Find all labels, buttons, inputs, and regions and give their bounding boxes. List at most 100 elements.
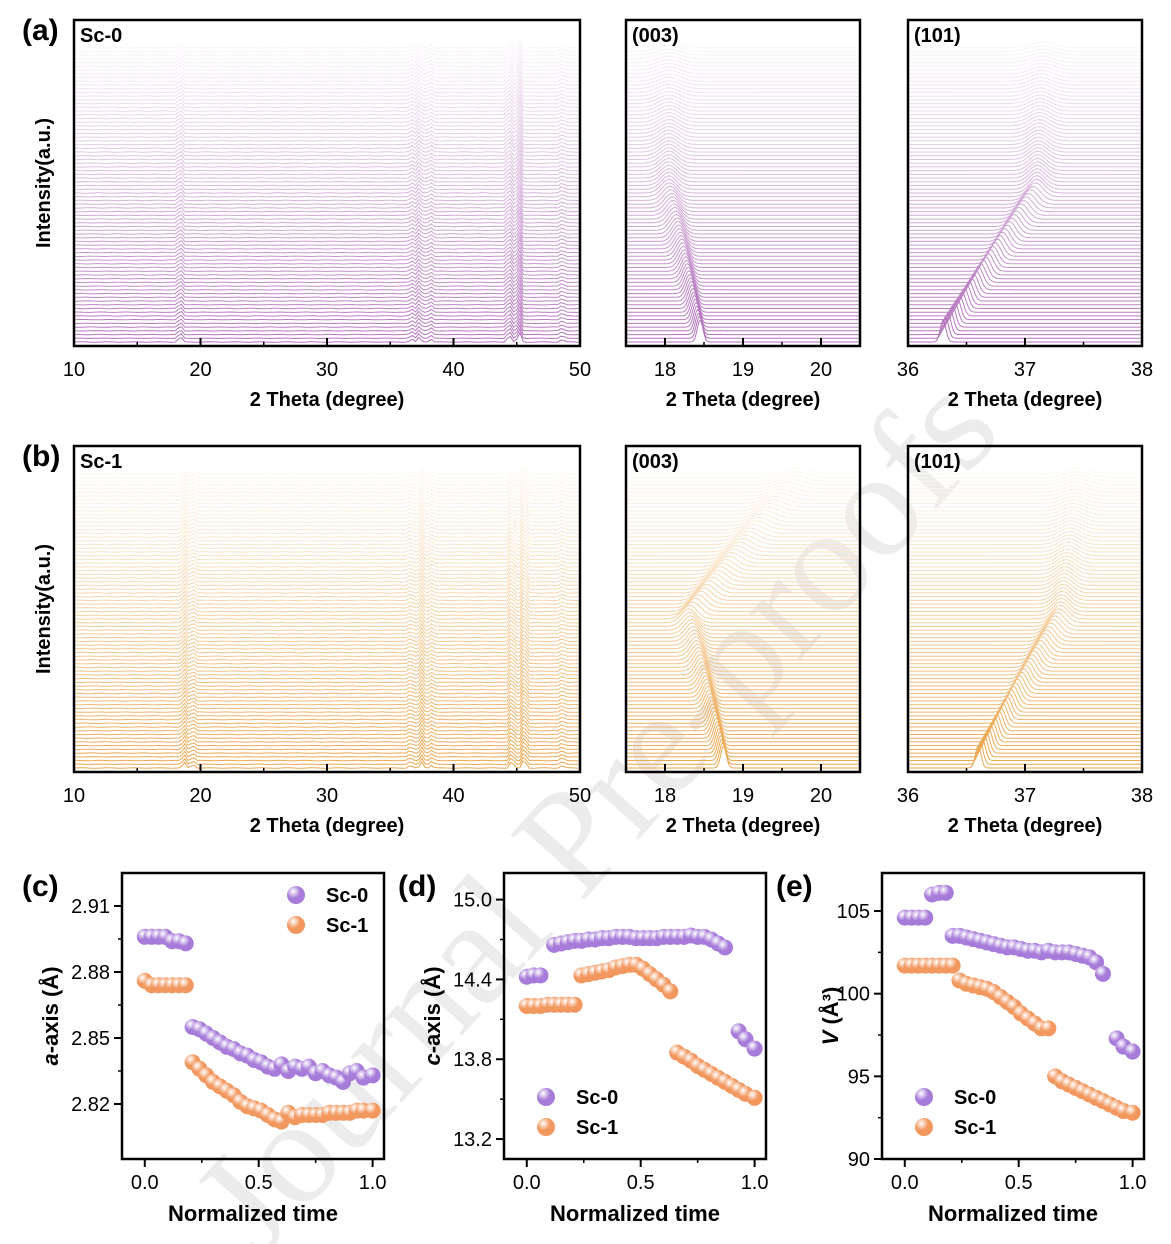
- xrd-trace: [74, 290, 580, 302]
- xrd-trace: [626, 668, 860, 687]
- xrd-trace: [74, 711, 580, 721]
- x-tick-label: 0.0: [513, 1172, 541, 1194]
- data-point: [364, 1067, 381, 1084]
- xrd-trace: [626, 228, 860, 246]
- xrd-trace: [908, 83, 1142, 93]
- xrd-trace: [74, 469, 580, 479]
- xrd-trace: [74, 544, 580, 553]
- xrd-trace: [626, 527, 860, 538]
- xrd-trace: [74, 741, 580, 751]
- xrd-trace: [626, 548, 860, 560]
- x-tick-label: 20: [189, 359, 211, 381]
- xrd-trace: [74, 74, 580, 86]
- xrd-trace: [908, 119, 1142, 131]
- xrd-trace: [74, 506, 580, 516]
- panel-d: 0.0 0.5 1.0 13.2 13.8 14.4 15.0 Sc-0 Sc-1 Normali…: [398, 870, 769, 1226]
- xrd-trace: [908, 573, 1142, 586]
- xrd-trace: [74, 256, 580, 269]
- xrd-trace: [74, 495, 580, 505]
- trace-group: [908, 467, 1142, 769]
- xrd-trace: [74, 93, 580, 105]
- xrd-trace: [908, 643, 1142, 661]
- xrd-trace: [74, 137, 580, 150]
- xrd-trace: [74, 201, 580, 213]
- xrd-trace: [74, 510, 580, 520]
- xrd-trace: [74, 41, 580, 53]
- xrd-trace: [74, 696, 580, 706]
- xrd-trace: [626, 566, 860, 579]
- xrd-trace: [908, 263, 1142, 283]
- xrd-trace: [908, 52, 1142, 60]
- xrd-trace: [74, 581, 580, 590]
- xrd-trace: [74, 644, 580, 654]
- xrd-trace: [908, 717, 1142, 739]
- y-tick-label: 100: [837, 984, 870, 1006]
- x-tick-label: 0.5: [627, 1172, 655, 1194]
- xrd-trace: [908, 636, 1142, 653]
- xrd-trace: [74, 618, 580, 628]
- xrd-trace: [74, 238, 580, 250]
- xrd-trace: [908, 520, 1142, 531]
- xrd-trace: [74, 726, 580, 736]
- panel-letter: (a): [22, 14, 59, 47]
- xrd-trace: [626, 182, 860, 198]
- x-tick-label: 18: [654, 785, 676, 807]
- xrd-trace: [626, 206, 860, 224]
- y-label-symbol: V: [818, 1028, 843, 1045]
- xrd-trace: [74, 655, 580, 665]
- xrd-trace: [74, 682, 580, 691]
- xrd-trace: [626, 294, 860, 317]
- xrd-trace: [908, 298, 1142, 321]
- xrd-trace: [74, 633, 580, 643]
- xrd-trace: [908, 537, 1142, 549]
- xrd-trace: [626, 703, 860, 724]
- xrd-trace: [908, 608, 1142, 624]
- xrd-trace: [626, 277, 860, 298]
- x-tick-label: 18: [654, 359, 676, 381]
- xrd-trace: [908, 214, 1142, 231]
- xrd-trace: [626, 597, 860, 612]
- xrd-trace: [74, 286, 580, 299]
- xrd-trace: [74, 599, 580, 609]
- xrd-trace: [74, 477, 580, 486]
- xrd-trace: [74, 100, 580, 112]
- xrd-trace: [74, 663, 580, 672]
- xrd-trace: [626, 73, 860, 82]
- x-tick-label: 30: [316, 359, 338, 381]
- x-axis-label: 2 Theta (degree): [948, 815, 1102, 837]
- xrd-trace: [626, 611, 860, 627]
- xrd-trace: [908, 143, 1142, 157]
- xrd-trace: [908, 147, 1142, 160]
- x-tick-label: 50: [569, 785, 591, 807]
- xrd-trace: [74, 63, 580, 75]
- xrd-trace: [626, 678, 860, 698]
- xrd-trace: [74, 528, 580, 538]
- data-point: [566, 996, 583, 1013]
- xrd-trace: [908, 509, 1142, 519]
- xrd-trace: [908, 157, 1142, 172]
- x-axis-label: 2 Theta (degree): [250, 815, 404, 837]
- xrd-trace: [908, 594, 1142, 609]
- xrd-trace: [908, 689, 1142, 709]
- xrd-trace: [908, 527, 1142, 538]
- trace-group: [626, 41, 860, 343]
- xrd-trace: [74, 692, 580, 702]
- panel-letter: (e): [776, 870, 813, 903]
- xrd-trace: [626, 175, 860, 190]
- xrd-trace: [626, 98, 860, 108]
- xrd-trace: [626, 196, 860, 213]
- xrd-trace: [626, 199, 860, 216]
- y-label-unit: -axis (Å): [37, 966, 63, 1053]
- xrd-trace: [626, 467, 860, 475]
- xrd-trace: [74, 558, 580, 568]
- plot-frame: [502, 871, 768, 1161]
- xrd-trace: [908, 136, 1142, 149]
- xrd-trace: [908, 182, 1142, 198]
- data-point: [177, 935, 194, 952]
- xrd-trace: [74, 148, 580, 161]
- x-axis-label: 2 Theta (degree): [666, 815, 820, 837]
- xrd-trace: [626, 66, 860, 75]
- xrd-trace: [626, 217, 860, 235]
- xrd-trace: [908, 101, 1142, 112]
- xrd-trace: [626, 583, 860, 598]
